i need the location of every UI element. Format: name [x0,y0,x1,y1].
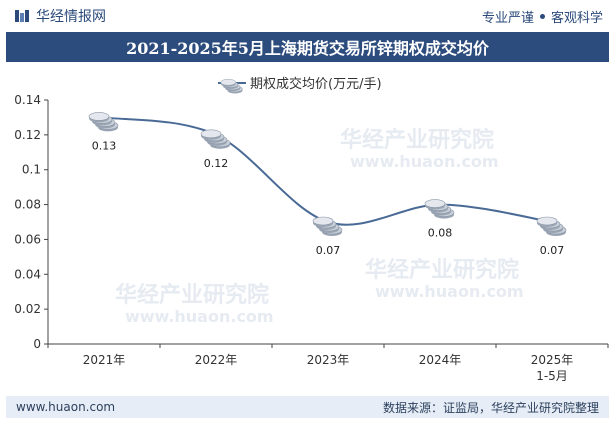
tagline-right: 客观科学 [550,10,603,26]
footer: www.huaon.com 数据来源：证监局，华经产业研究院整理 [6,396,609,418]
chart-title: 2021-2025年5月上海期货交易所锌期权成交均价 [6,32,609,62]
y-tick-label: 0.12 [14,128,41,142]
data-point-coin-icon [312,216,343,236]
watermark-text: 华经产业研究院 [340,127,494,153]
series-layer: 0.13 0.12 0.07 0.08 0.07 [88,112,567,257]
legend-coin-icon [220,79,243,94]
brand[interactable]: 华经情报网 [14,6,106,26]
footer-source: 数据来源：证监局，华经产业研究院整理 [382,400,599,415]
y-tick-label: 0.02 [14,302,41,316]
x-tick-label: 2021年 [83,353,126,367]
y-tick-label: 0.08 [14,198,41,212]
data-point-coin-icon [88,112,119,132]
line-chart: 华经产业研究院www.huaon.com华经产业研究院www.huaon.com… [14,76,609,383]
brand-name: 华经情报网 [36,9,106,25]
x-tick-label: 2024年 [419,353,462,367]
data-point-coin-icon [536,216,567,236]
data-label: 0.07 [316,244,341,257]
y-tick-label: 0 [33,337,41,351]
y-tick-label: 0.1 [22,163,41,177]
tagline: 专业严谨 客观科学 [482,7,603,26]
watermark-layer: 华经产业研究院www.huaon.com华经产业研究院www.huaon.com… [115,127,524,326]
data-label: 0.07 [540,244,565,257]
watermark-url: www.huaon.com [375,282,524,301]
data-point-coin-icon [424,199,455,219]
axes: 0 0.02 0.04 0.06 0.08 0.1 0.12 0.14 2021年 2022年 20… [14,93,609,383]
y-tick-label: 0.04 [14,267,41,281]
y-tick-label: 0.14 [14,93,41,107]
data-label: 0.12 [204,157,229,170]
legend-label: 期权成交均价(万元/手) [250,76,382,92]
x-tick-label: 2025年 1-5月 [531,353,574,383]
y-tick-label: 0.06 [14,232,41,246]
x-tick-label: 2022年 [195,353,238,367]
data-point-coin-icon [200,129,231,149]
watermark-text: 华经产业研究院 [115,282,269,308]
x-tick-label: 2023年 [307,353,350,367]
brand-logo-icon [15,10,29,22]
data-label: 0.13 [92,139,117,152]
watermark-url: www.huaon.com [125,307,274,326]
footer-website[interactable]: www.huaon.com [16,400,116,414]
watermark-text: 华经产业研究院 [365,257,519,283]
tagline-left: 专业严谨 [481,10,534,26]
data-label: 0.08 [428,227,453,240]
top-bar: 华经情报网 专业严谨 客观科学 [0,0,615,32]
separator-dot-icon [539,13,545,19]
watermark-url: www.huaon.com [350,152,499,171]
legend: 期权成交均价(万元/手) [218,76,382,94]
